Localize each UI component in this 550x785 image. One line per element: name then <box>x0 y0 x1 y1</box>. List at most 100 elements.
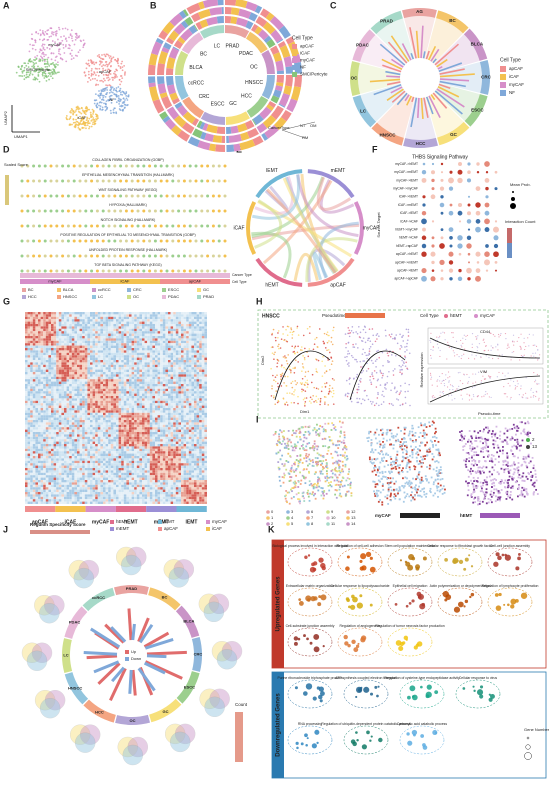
heat-cell <box>72 372 75 374</box>
heat-cell <box>119 422 122 424</box>
heat-cell <box>202 374 205 376</box>
heat-cell <box>145 372 148 374</box>
heat-cell <box>132 355 135 357</box>
heat-cell <box>168 401 171 403</box>
heat-cell <box>181 324 184 326</box>
heat-cell <box>69 317 72 319</box>
heat-cell <box>173 331 176 333</box>
heat-cell <box>137 415 140 417</box>
heat-cell <box>98 348 101 350</box>
prob-dot <box>421 252 426 257</box>
heat-cell <box>80 326 83 328</box>
heat-cell <box>38 420 41 422</box>
heat-cell <box>168 370 171 372</box>
heat-cell <box>93 382 96 384</box>
heat-cell <box>108 372 111 374</box>
heat-cell <box>64 336 67 338</box>
heat-cell <box>33 403 36 405</box>
label: apCAF->apCAF <box>394 277 418 281</box>
label: COLLAGEN FIBRIL ORGANIZATION (GOBP) <box>92 158 164 162</box>
heat-cell <box>46 350 49 352</box>
heat-cell <box>124 410 127 412</box>
umap-point <box>110 112 112 114</box>
heat-cell <box>33 377 36 379</box>
heat-cell <box>106 374 109 376</box>
heat-cell <box>152 420 155 422</box>
heat-cell <box>184 398 187 400</box>
score-dot <box>61 165 64 168</box>
umap-point <box>49 48 51 50</box>
heat-cell <box>38 331 41 333</box>
heat-cell <box>51 355 54 357</box>
heat-cell <box>145 391 148 393</box>
heat-cell <box>67 317 70 319</box>
heat-cell <box>28 350 31 352</box>
heat-cell <box>139 365 142 367</box>
heat-cell <box>67 360 70 362</box>
heat-cell <box>189 398 192 400</box>
heat-cell <box>150 384 153 386</box>
heat-cell <box>77 353 80 355</box>
score-dot <box>148 225 151 228</box>
umap-point <box>76 124 78 126</box>
label: UMAP1 <box>14 134 29 139</box>
heat-cell <box>74 406 77 408</box>
heat-cell <box>129 358 132 360</box>
label: myCAF <box>48 279 62 284</box>
umap-point <box>103 78 105 80</box>
heat-cell <box>87 415 90 417</box>
heat-cell <box>119 367 122 369</box>
heat-cell <box>48 331 51 333</box>
umap-point <box>119 66 121 68</box>
heat-cell <box>93 353 96 355</box>
heat-cell <box>126 406 129 408</box>
heat-cell <box>199 384 202 386</box>
score-dot <box>55 180 58 183</box>
heat-cell <box>165 353 168 355</box>
heat-cell <box>142 382 145 384</box>
heat-cell <box>186 406 189 408</box>
heat-cell <box>186 420 189 422</box>
heat-cell <box>28 425 31 427</box>
heat-cell <box>85 331 88 333</box>
heat-cell <box>41 415 44 417</box>
heat-cell <box>139 415 142 417</box>
heat-cell <box>80 418 83 420</box>
heat-cell <box>59 326 62 328</box>
heat-cell <box>176 394 179 396</box>
heat-cell <box>59 336 62 338</box>
heat-cell <box>184 329 187 331</box>
heat-cell <box>82 391 85 393</box>
heat-cell <box>189 408 192 410</box>
heat-cell <box>103 348 106 350</box>
heat-cell <box>95 377 98 379</box>
heat-cell <box>95 331 98 333</box>
umap-point <box>106 89 108 91</box>
heat-cell <box>106 348 109 350</box>
umap-point <box>54 59 56 61</box>
heat-cell <box>173 384 176 386</box>
heat-cell <box>33 358 36 360</box>
umap-point <box>44 59 46 61</box>
heat-cell <box>129 365 132 367</box>
heat-cell <box>95 362 98 364</box>
umap-point <box>43 53 45 55</box>
heat-cell <box>106 360 109 362</box>
prob-dot <box>441 269 444 272</box>
heat-cell <box>121 410 124 412</box>
heat-cell <box>41 379 44 381</box>
heat-cell <box>48 420 51 422</box>
heat-cell <box>184 420 187 422</box>
label: iCAF->hEMT <box>399 195 418 199</box>
heat-cell <box>108 415 111 417</box>
heat-cell <box>155 377 158 379</box>
heat-cell <box>126 377 129 379</box>
heat-cell <box>158 410 161 412</box>
heat-cell <box>126 398 129 400</box>
heat-cell <box>95 348 98 350</box>
prob-dot <box>449 244 452 247</box>
heat-cell <box>176 317 179 319</box>
heat-cell <box>90 341 93 343</box>
heat-cell <box>119 406 122 408</box>
heat-cell <box>61 379 64 381</box>
